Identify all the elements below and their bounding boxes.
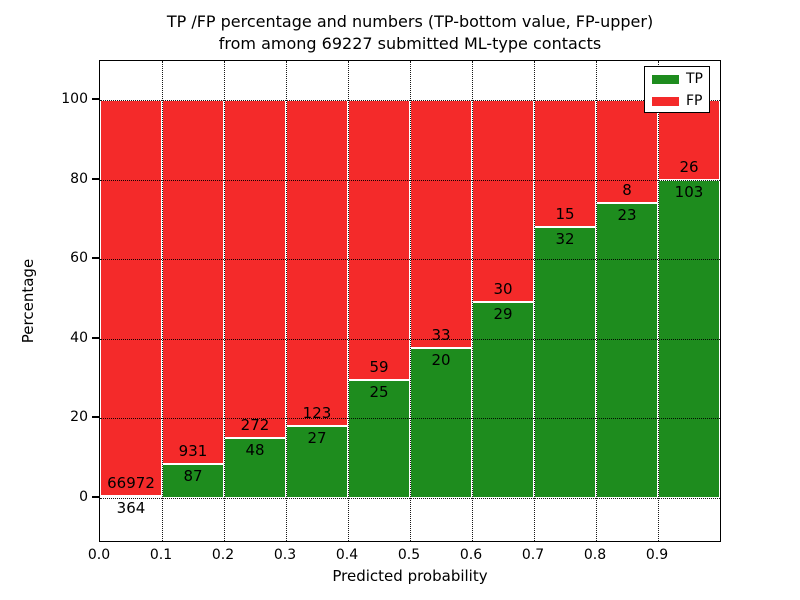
x-axis-label: Predicted probability bbox=[332, 567, 488, 585]
x-gridline bbox=[224, 61, 225, 541]
tp-count-label: 20 bbox=[431, 350, 451, 369]
fp-count-label: 272 bbox=[240, 416, 270, 435]
x-tick-label: 0.0 bbox=[87, 547, 111, 563]
y-tick-mark bbox=[92, 98, 99, 100]
fp-count-label: 30 bbox=[493, 280, 513, 299]
fp-legend-swatch-icon bbox=[652, 97, 679, 106]
bar-segment-tp bbox=[596, 202, 658, 498]
fp-count-label: 8 bbox=[622, 180, 632, 199]
chart-title-line1: TP /FP percentage and numbers (TP-bottom… bbox=[166, 12, 654, 31]
x-tick-label: 0.2 bbox=[211, 547, 235, 563]
fp-count-label: 15 bbox=[555, 205, 575, 224]
x-gridline bbox=[410, 61, 411, 541]
bar-segment-fp bbox=[162, 100, 224, 464]
y-gridline bbox=[100, 418, 720, 420]
legend: TP FP bbox=[644, 66, 710, 113]
bar-segment-tp bbox=[472, 302, 534, 498]
tp-count-label: 103 bbox=[674, 183, 704, 202]
tp-count-label: 32 bbox=[555, 230, 575, 249]
x-tick-label: 0.7 bbox=[521, 547, 545, 563]
x-tick-label: 0.4 bbox=[335, 547, 359, 563]
tp-count-label: 25 bbox=[369, 382, 389, 401]
fp-count-label: 26 bbox=[679, 158, 699, 177]
tp-count-label: 23 bbox=[617, 205, 637, 224]
y-tick-label: 0 bbox=[79, 489, 88, 505]
x-tick-label: 0.1 bbox=[149, 547, 173, 563]
x-gridline bbox=[534, 61, 535, 541]
y-tick-mark bbox=[92, 177, 99, 180]
y-gridline bbox=[100, 100, 720, 101]
x-tick-label: 0.3 bbox=[273, 547, 297, 563]
tp-legend-label: TP bbox=[686, 71, 703, 87]
bar-segment-fp bbox=[348, 100, 410, 380]
y-tick-label: 60 bbox=[70, 250, 88, 267]
tp-count-label: 48 bbox=[245, 441, 265, 460]
y-tick-mark bbox=[92, 336, 99, 339]
y-tick-mark bbox=[92, 257, 99, 260]
bar-segment-fp bbox=[658, 100, 720, 181]
bar-segment-tp bbox=[348, 379, 410, 498]
y-axis-label: Percentage bbox=[19, 258, 37, 344]
y-tick-label: 20 bbox=[70, 409, 88, 426]
x-tick-label: 0.6 bbox=[459, 547, 483, 563]
y-gridline bbox=[100, 498, 720, 499]
chart-title-line2: from among 69227 submitted ML-type conta… bbox=[218, 34, 602, 53]
y-gridline bbox=[100, 338, 720, 340]
bar-segment-fp bbox=[472, 100, 534, 303]
x-gridline bbox=[658, 61, 659, 541]
y-tick-label: 80 bbox=[70, 170, 88, 187]
tp-count-label: 27 bbox=[307, 429, 327, 448]
fp-count-label: 123 bbox=[302, 404, 332, 423]
bar-segment-tp bbox=[410, 347, 472, 498]
plot-area: 66972 364 931 87 272 48 123 27 59 25 33 20 30 29 15 32 8… bbox=[99, 60, 721, 542]
tp-count-label: 29 bbox=[493, 305, 513, 324]
bar-segment-tp bbox=[534, 227, 596, 498]
y-tick-label: 100 bbox=[61, 91, 88, 107]
y-tick-mark bbox=[92, 416, 99, 419]
x-tick-label: 0.5 bbox=[397, 547, 421, 563]
x-gridline bbox=[596, 61, 597, 541]
bar-segment-tp bbox=[286, 426, 348, 498]
tp-legend-swatch-icon bbox=[652, 75, 679, 84]
bar-segment-fp bbox=[410, 100, 472, 348]
x-gridline bbox=[286, 61, 287, 541]
fp-legend-label: FP bbox=[686, 93, 703, 109]
bar-segment-fp bbox=[100, 100, 162, 496]
y-gridline bbox=[100, 259, 720, 261]
bar-segment-fp bbox=[224, 100, 286, 439]
tp-count-label: 364 bbox=[116, 498, 146, 517]
y-tick-mark bbox=[92, 496, 99, 498]
bar-segment-tp bbox=[162, 463, 224, 498]
x-gridline bbox=[162, 61, 163, 541]
fp-count-label: 931 bbox=[178, 441, 208, 460]
fp-count-label: 59 bbox=[369, 357, 389, 376]
bar-segment-fp bbox=[596, 100, 658, 203]
y-tick-label: 40 bbox=[70, 329, 88, 346]
bar-segment-fp bbox=[286, 100, 348, 427]
fp-count-label: 66972 bbox=[107, 473, 155, 492]
tp-count-label: 87 bbox=[183, 466, 203, 485]
fp-count-label: 33 bbox=[431, 325, 451, 344]
y-gridline bbox=[100, 179, 720, 181]
x-gridline bbox=[348, 61, 349, 541]
x-gridline bbox=[472, 61, 473, 541]
x-tick-label: 0.8 bbox=[583, 547, 607, 563]
bar-segment-tp bbox=[100, 495, 162, 498]
x-tick-label: 0.9 bbox=[645, 547, 669, 563]
